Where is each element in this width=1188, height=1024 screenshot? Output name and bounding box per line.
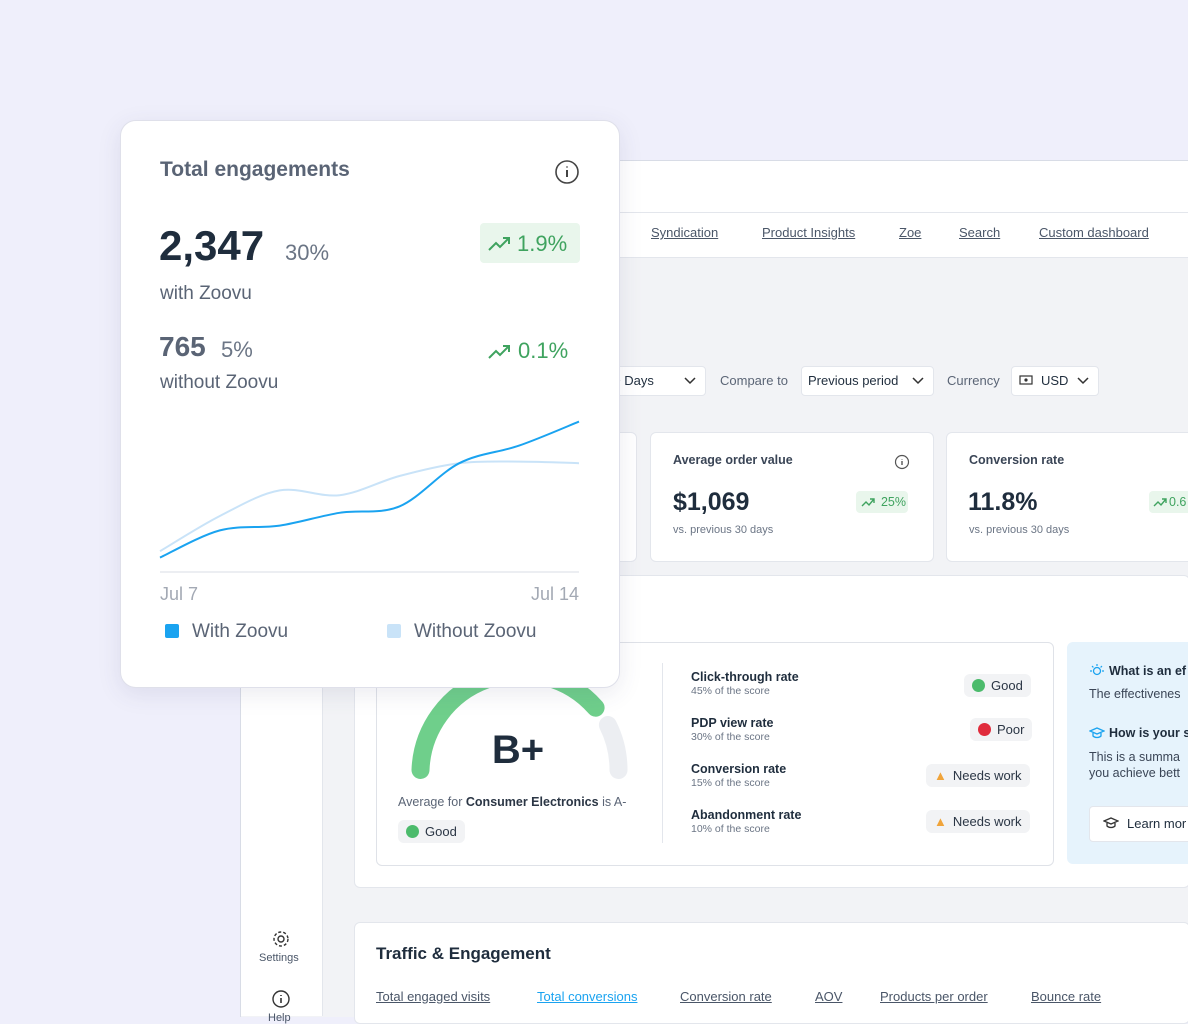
- bulb-icon: [1090, 664, 1104, 676]
- metric-status: Poor: [970, 718, 1033, 741]
- average-category: Consumer Electronics: [465, 795, 599, 809]
- with-change: 1.9%: [517, 231, 568, 256]
- traffic-tab[interactable]: Bounce rate: [1031, 989, 1102, 1004]
- legend-label: With Zoovu: [192, 621, 288, 642]
- status-badge: Good: [398, 820, 465, 843]
- currency-value: USD: [1041, 373, 1069, 388]
- trend-icon: [488, 345, 510, 359]
- info-icon[interactable]: [554, 159, 580, 185]
- kpi-card: [946, 432, 1188, 562]
- card-title: Total engagements: [160, 158, 350, 181]
- kpi-note: vs. previous 30 days: [969, 524, 1070, 536]
- with-label: with Zoovu: [160, 283, 252, 304]
- metric-name: Click-through rate: [691, 670, 799, 684]
- compare-label: Compare to: [720, 373, 788, 388]
- with-value: 2,347: [159, 222, 265, 269]
- settings-icon[interactable]: [271, 929, 291, 949]
- average-prefix: Average for: [398, 795, 463, 809]
- legend-label: Without Zoovu: [414, 621, 537, 642]
- series-line: [159, 420, 580, 559]
- nav-tab[interactable]: Custom dashboard: [1039, 225, 1149, 240]
- learn-more-text: Learn mor: [1127, 816, 1187, 831]
- metric-name: Conversion rate: [691, 762, 787, 776]
- traffic-tab[interactable]: AOV: [815, 989, 843, 1004]
- status-text: Good: [425, 824, 457, 839]
- currency-label: Currency: [947, 373, 1000, 388]
- metric-status-text: Needs work: [952, 768, 1022, 783]
- score-average: Average for Consumer Electronics is A-: [398, 795, 626, 809]
- metric-status-text: Poor: [997, 722, 1025, 737]
- chevron-icon: [684, 377, 696, 385]
- kpi-value: $1,069: [673, 488, 750, 516]
- nav-tab[interactable]: Product Insights: [762, 225, 856, 240]
- average-suffix: is A-: [602, 795, 627, 809]
- without-value: 765: [159, 331, 206, 362]
- legend-swatch: [165, 624, 179, 638]
- money-icon: [1019, 375, 1033, 385]
- score-grade: B+: [491, 728, 545, 772]
- info-icon[interactable]: [894, 454, 910, 470]
- metric-weight: 15% of the score: [691, 777, 770, 789]
- help-label[interactable]: Help: [268, 1012, 291, 1024]
- series-line: [159, 460, 580, 553]
- info-answer: you achieve bett: [1089, 766, 1181, 780]
- without-change: 0.1%: [518, 338, 569, 363]
- nav-tab[interactable]: Syndication: [651, 225, 719, 240]
- kpi-value: 11.8%: [968, 488, 1038, 516]
- engagement-card: Total engagements 2,347 30% 1.9% with Zo…: [120, 120, 620, 688]
- nav-tab[interactable]: Search: [959, 225, 1001, 240]
- metric-weight: 45% of the score: [691, 685, 770, 697]
- metric-weight: 10% of the score: [691, 823, 770, 835]
- kpi-title: Average order value: [673, 453, 793, 467]
- traffic-tab[interactable]: Products per order: [880, 989, 988, 1004]
- compare-value: Previous period: [808, 373, 899, 388]
- compare-dropdown[interactable]: [801, 366, 934, 396]
- traffic-title: Traffic & Engagement: [376, 944, 551, 963]
- traffic-tab[interactable]: Total engaged visits: [376, 989, 491, 1004]
- traffic-panel: [354, 922, 1188, 1024]
- without-share: 5%: [221, 337, 253, 362]
- kpi-change-text: 25%: [880, 495, 906, 509]
- metric-status: Good: [964, 674, 1031, 697]
- kpi-change: 25%: [856, 491, 908, 513]
- chevron-icon: [1077, 377, 1089, 385]
- metric-name: PDP view rate: [691, 716, 774, 730]
- kpi-title: Conversion rate: [969, 453, 1065, 467]
- without-label: without Zoovu: [160, 372, 279, 393]
- trend-icon: [1153, 498, 1167, 507]
- engagement-chart: Jul 7 Jul 14 With Zoovu Without Zoovu: [159, 420, 580, 642]
- metric-status-text: Good: [991, 678, 1023, 693]
- metric-status-text: Needs work: [952, 814, 1022, 829]
- help-icon[interactable]: [271, 989, 291, 1009]
- x-tick-label: Jul 7: [160, 584, 198, 604]
- settings-label[interactable]: Settings: [259, 952, 299, 964]
- metric-name: Abandonment rate: [691, 808, 802, 822]
- trend-icon: [488, 237, 510, 251]
- kpi-note: vs. previous 30 days: [673, 524, 774, 536]
- cap-icon: [1103, 817, 1119, 829]
- info-question: How is your s: [1109, 726, 1188, 740]
- kpi-change: 0.6: [1149, 491, 1188, 513]
- metric-weight: 30% of the score: [691, 731, 770, 743]
- traffic-tab[interactable]: Conversion rate: [680, 989, 772, 1004]
- x-tick-label: Jul 14: [531, 584, 579, 604]
- info-answer: The effectivenes: [1089, 687, 1181, 701]
- divider: [662, 663, 663, 843]
- metric-status: ▲ Needs work: [926, 810, 1030, 833]
- learn-more-button[interactable]: [1089, 806, 1188, 842]
- info-question: What is an ef: [1109, 664, 1187, 678]
- with-share: 30%: [285, 240, 330, 265]
- chevron-icon: [912, 377, 924, 385]
- cap-icon: [1089, 727, 1105, 739]
- metric-status: ▲ Needs work: [926, 764, 1030, 787]
- nav-tab[interactable]: Zoe: [899, 225, 922, 240]
- info-answer: This is a summa: [1089, 750, 1180, 764]
- kpi-change-text: 0.6: [1169, 495, 1187, 509]
- legend-swatch: [387, 624, 401, 638]
- trend-icon: [861, 498, 875, 507]
- traffic-tab[interactable]: Total conversions: [537, 989, 638, 1004]
